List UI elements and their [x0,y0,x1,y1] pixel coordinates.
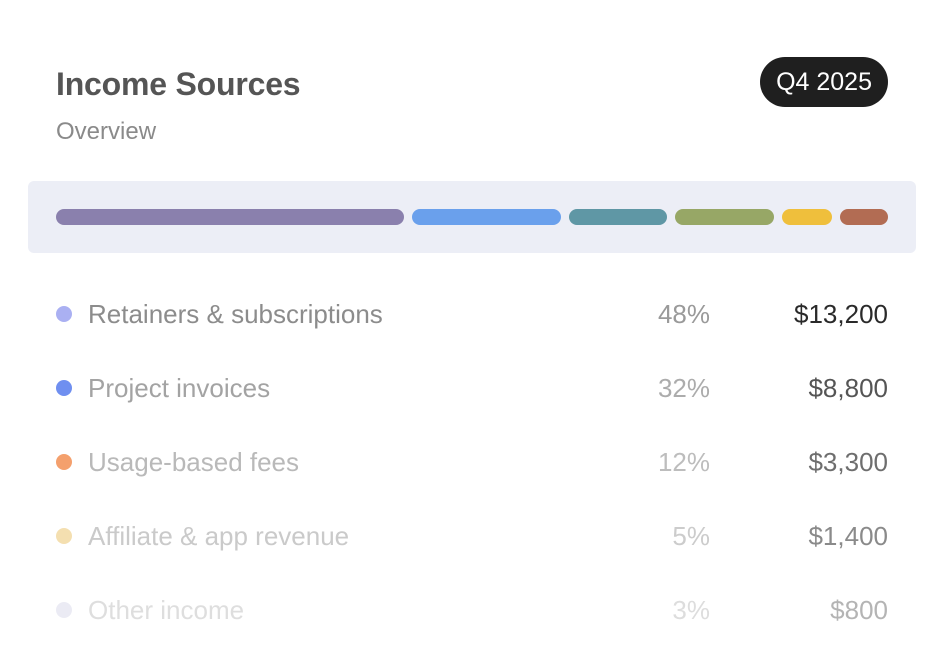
source-amount: $13,200 [794,299,888,329]
distribution-bar-panel [28,181,916,253]
card-title: Income Sources [56,66,301,102]
bar-segment[interactable] [411,209,561,225]
source-amount: $800 [830,595,888,625]
card-subtitle: Overview [56,118,157,145]
color-dot-icon [56,454,72,470]
color-dot-icon [56,306,72,322]
source-label: Other income [88,595,245,625]
income-source-row[interactable]: Affiliate & app revenue 5% $1,400 [56,500,888,574]
bar-segment[interactable] [781,209,832,225]
bar-segment[interactable] [568,209,667,225]
source-percent: 48% [657,299,710,329]
source-amount: $8,800 [808,373,888,403]
distribution-bar [56,209,888,225]
source-percent: 12% [657,447,710,477]
source-label: Affiliate & app revenue [88,521,350,551]
source-label: Usage-based fees [88,447,300,477]
color-dot-icon [56,602,72,618]
source-percent: 32% [657,373,710,403]
source-percent: 5% [672,521,710,551]
income-source-list: Retainers & subscriptions 48% $13,200 Proje… [56,278,888,648]
source-amount: $3,300 [808,447,888,477]
source-amount: $1,400 [808,521,888,551]
color-dot-icon [56,528,72,544]
source-percent: 3% [672,595,710,625]
income-source-row[interactable]: Other income 3% $800 [56,574,888,648]
color-dot-icon [56,380,72,396]
income-source-row[interactable]: Project invoices 32% $8,800 [56,352,888,426]
period-badge[interactable]: Q4 2025 [760,57,888,107]
source-label: Retainers & subscriptions [88,299,383,329]
bar-segment[interactable] [839,209,888,225]
source-label: Project invoices [88,373,271,403]
income-source-row[interactable]: Usage-based fees 12% $3,300 [56,426,888,500]
bar-segment[interactable] [675,209,774,225]
income-source-row[interactable]: Retainers & subscriptions 48% $13,200 [56,278,888,352]
bar-segment[interactable] [56,209,404,225]
